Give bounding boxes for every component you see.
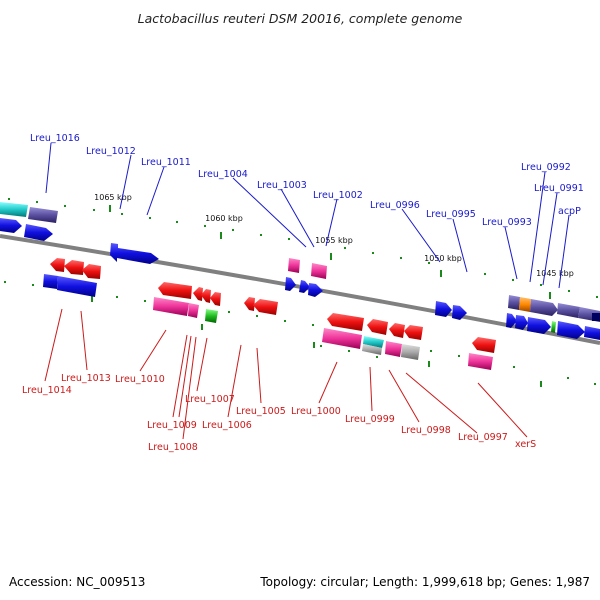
label-lreu-0998[interactable]: Lreu_0998 xyxy=(401,425,451,436)
gene-lreu-1015-arrow[interactable] xyxy=(28,207,58,223)
gene-lreu-1016-arrow[interactable] xyxy=(0,202,28,217)
label-lreu-1005[interactable]: Lreu_1005 xyxy=(236,406,286,417)
label-lreu-1012[interactable]: Lreu_1012 xyxy=(86,146,136,157)
gene-lreu-0998-magenta[interactable] xyxy=(385,341,402,357)
gene-lreu-0996-arrow[interactable] xyxy=(435,301,452,317)
label-lreu-0999[interactable]: Lreu_0999 xyxy=(345,414,395,425)
top-callouts xyxy=(45,142,570,289)
scale-ring-outer xyxy=(4,198,598,385)
gene-lreu-1003-arrow[interactable] xyxy=(285,277,296,291)
gene-blue-arrow[interactable] xyxy=(515,315,528,330)
gene-lreu-1008-arrow[interactable] xyxy=(188,303,199,318)
gene-lreu-1000-arrow[interactable] xyxy=(327,313,364,331)
gene-lreu-1011-arrow[interactable] xyxy=(110,243,159,264)
gene-lreu-1014-arrow[interactable] xyxy=(43,274,58,289)
gene-lreu-0999-arrow[interactable] xyxy=(367,319,388,335)
gene-lreu-0995-arrow[interactable] xyxy=(452,305,467,320)
gene-red-arrow[interactable] xyxy=(201,289,211,303)
gene-blue-arrow[interactable] xyxy=(0,218,22,233)
gene-red-arrow[interactable] xyxy=(82,264,101,279)
bottom-callouts xyxy=(44,308,528,440)
kbp-label-1045: 1045 kbp xyxy=(536,269,574,278)
label-lreu-0991[interactable]: Lreu_0991 xyxy=(534,183,584,194)
label-lreu-1013[interactable]: Lreu_1013 xyxy=(61,373,111,384)
gene-blue-arrow[interactable] xyxy=(506,313,517,328)
gene-lreu-1004-arrow[interactable] xyxy=(288,258,300,273)
label-lreu-0993[interactable]: Lreu_0993 xyxy=(482,217,532,228)
gene-lreu-0998-arrow[interactable] xyxy=(404,325,423,340)
gene-lreu-0992-arrow[interactable] xyxy=(519,297,531,312)
gene-lreu-1009-arrow[interactable] xyxy=(153,297,189,316)
gene-xers-arrow[interactable] xyxy=(472,337,496,353)
label-lreu-1002[interactable]: Lreu_1002 xyxy=(313,190,363,201)
label-lreu-0996[interactable]: Lreu_0996 xyxy=(370,200,420,211)
label-xers[interactable]: xerS xyxy=(515,439,536,450)
gene-lreu-1005-arrow[interactable] xyxy=(253,299,278,315)
gene-green-arrow[interactable] xyxy=(551,321,556,333)
gene-lreu-0993-arrow[interactable] xyxy=(508,295,520,310)
label-lreu-1006[interactable]: Lreu_1006 xyxy=(202,420,252,431)
gene-lreu-0997-arrow[interactable] xyxy=(401,344,420,360)
kbp-label-1055: 1055 kbp xyxy=(315,236,353,245)
label-lreu-1016[interactable]: Lreu_1016 xyxy=(30,133,80,144)
label-lreu-0992[interactable]: Lreu_0992 xyxy=(521,162,571,173)
label-lreu-0995[interactable]: Lreu_0995 xyxy=(426,209,476,220)
gene-red-arrow[interactable] xyxy=(193,287,203,301)
gene-blue-arrow[interactable] xyxy=(299,280,310,293)
gene-blue-arrow[interactable] xyxy=(584,326,600,340)
label-lreu-1000[interactable]: Lreu_1000 xyxy=(291,406,341,417)
gene-lreu-1013-arrow[interactable] xyxy=(57,276,97,297)
gene-red-arrow[interactable] xyxy=(244,297,255,311)
label-lreu-1008[interactable]: Lreu_1008 xyxy=(148,442,198,453)
accession-text: Accession: NC_009513 xyxy=(9,575,145,589)
gene-lreu-0991-arrow[interactable] xyxy=(530,299,558,316)
topology-text: Topology: circular; Length: 1,999,618 bp… xyxy=(259,575,590,589)
kbp-label-1050: 1050 kbp xyxy=(424,254,462,263)
gene-red-arrow[interactable] xyxy=(64,260,84,275)
label-lreu-1004[interactable]: Lreu_1004 xyxy=(198,169,248,180)
label-lreu-1003[interactable]: Lreu_1003 xyxy=(257,180,307,191)
label-lreu-1014[interactable]: Lreu_1014 xyxy=(22,385,72,396)
reverse-strand-genes xyxy=(43,258,496,370)
gene-blue-arrow[interactable] xyxy=(527,317,551,334)
gene-teal-arrow[interactable] xyxy=(363,336,384,348)
gene-lreu-1007-arrow[interactable] xyxy=(210,292,221,306)
gene-lreu-1006-arrow[interactable] xyxy=(205,309,218,323)
map-title: Lactobacillus reuteri DSM 20016, complet… xyxy=(138,11,463,26)
label-lreu-1009[interactable]: Lreu_1009 xyxy=(147,420,197,431)
label-lreu-0997[interactable]: Lreu_0997 xyxy=(458,432,508,443)
forward-strand-genes xyxy=(0,202,600,340)
label-lreu-1007[interactable]: Lreu_1007 xyxy=(185,394,235,405)
gene-lreu-1010-arrow[interactable] xyxy=(158,282,192,299)
scale-ticks xyxy=(91,205,551,387)
label-acpp[interactable]: acpP xyxy=(558,206,581,217)
gene-acpp-arrow[interactable] xyxy=(557,303,580,318)
label-lreu-1011[interactable]: Lreu_1011 xyxy=(141,157,191,168)
gene-blue-arrow[interactable] xyxy=(24,224,53,241)
gene-red-arrow[interactable] xyxy=(389,323,405,338)
kbp-label-1065: 1065 kbp xyxy=(94,193,132,202)
gene-blue-arrow[interactable] xyxy=(557,321,585,339)
gene-lreu-1002-arrow[interactable] xyxy=(311,263,327,279)
gene-red-arrow[interactable] xyxy=(50,258,65,272)
gene-lreu-0997-magenta[interactable] xyxy=(468,353,493,370)
gene-slate-arrow[interactable] xyxy=(362,344,382,355)
kbp-label-1060: 1060 kbp xyxy=(205,214,243,223)
gene-lreu-1001-arrow[interactable] xyxy=(308,283,323,297)
gene-dark-block[interactable] xyxy=(592,313,600,321)
label-lreu-1010[interactable]: Lreu_1010 xyxy=(115,374,165,385)
gene-lreu-1000-magenta[interactable] xyxy=(322,328,362,349)
